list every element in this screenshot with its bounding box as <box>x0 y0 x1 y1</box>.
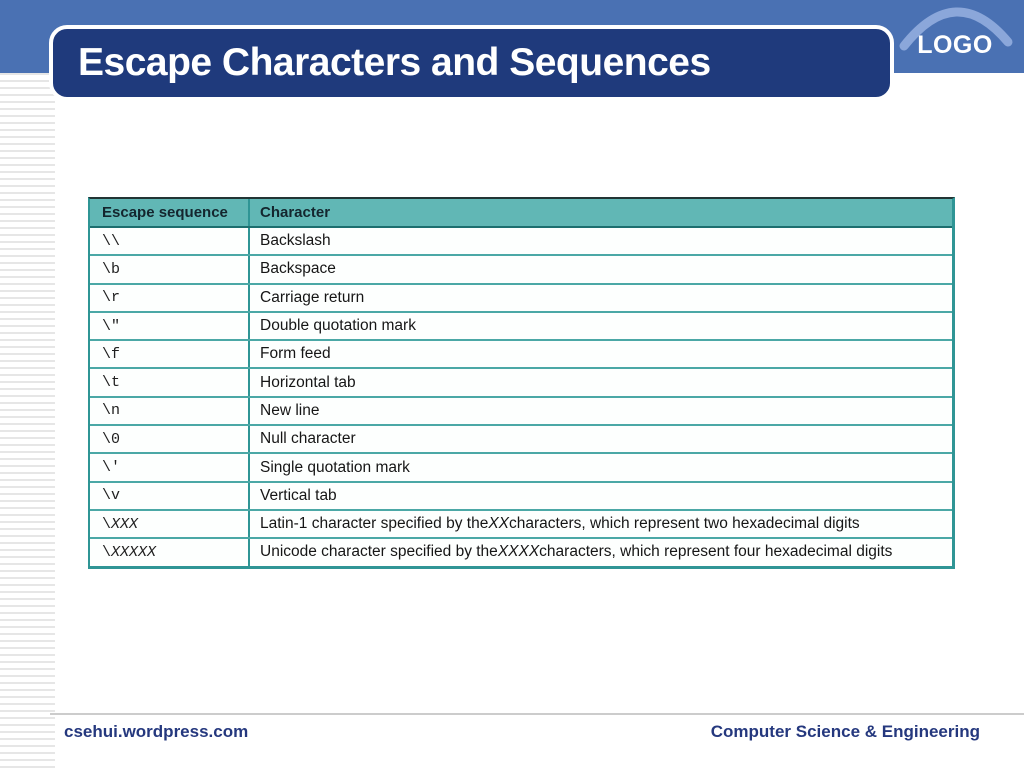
table-row: \r Carriage return <box>90 284 952 313</box>
table-row: \ XXXXX Unicode character specified by the… <box>90 539 952 566</box>
character-cell: Backslash <box>260 232 331 250</box>
slide-title: Escape Characters and Sequences <box>78 41 711 84</box>
footer-divider <box>50 713 1024 715</box>
character-cell: Double quotation mark <box>260 317 416 335</box>
character-cell: Carriage return <box>260 288 365 306</box>
escape-sequence-cell: \' <box>90 454 250 481</box>
escape-sequence-cell: \f <box>90 341 250 368</box>
escape-sequence-cell: \ XXXXX <box>90 539 250 566</box>
character-cell: Form feed <box>260 345 331 363</box>
table-row: \n New line <box>90 397 952 427</box>
table-header-row: Escape sequence Character <box>90 199 952 228</box>
footer-department: Computer Science & Engineering <box>710 722 980 741</box>
escape-sequence-cell: \v <box>90 482 250 509</box>
logo-text: LOGO <box>917 31 993 59</box>
table-row: \t Horizontal tab <box>90 369 952 398</box>
character-cell: New line <box>260 401 320 419</box>
table-row: \v Vertical tab <box>90 482 952 511</box>
left-stripe-decoration <box>0 73 55 768</box>
escape-sequence-cell: \0 <box>90 426 250 453</box>
footer-url: csehui.wordpress.com <box>64 722 249 741</box>
character-cell: Null character <box>260 430 356 448</box>
character-cell: Backspace <box>260 260 336 278</box>
table-body: \\ Backslash \b Backspace \r Carriage return \… <box>90 228 952 566</box>
logo-arc-icon <box>899 7 1013 51</box>
escape-sequence-cell: \n <box>90 397 250 425</box>
table-row: \\ Backslash <box>90 228 952 257</box>
escape-sequence-cell: \ XXX <box>90 510 250 538</box>
escape-sequence-cell: \\ <box>90 228 250 255</box>
table-row: \f Form feed <box>90 341 952 370</box>
character-cell: Unicode character specified by the XXXX … <box>260 543 893 561</box>
escape-sequence-table: Escape sequence Character \\ Backslash \b B… <box>88 197 955 569</box>
table-row: \b Backspace <box>90 256 952 285</box>
table-row: \' Single quotation mark <box>90 454 952 483</box>
table-row: \0 Null character <box>90 426 952 455</box>
character-cell: Vertical tab <box>260 486 337 504</box>
escape-sequence-cell: \t <box>90 369 250 396</box>
logo: LOGO <box>894 4 1016 70</box>
table-row: \" Double quotation mark <box>90 312 952 342</box>
escape-sequence-cell: \r <box>90 284 250 311</box>
escape-sequence-cell: \b <box>90 256 250 283</box>
title-box: Escape Characters and Sequences <box>49 25 894 101</box>
character-cell: Horizontal tab <box>260 373 356 391</box>
table-row: \ XXX Latin-1 character specified by the X… <box>90 510 952 540</box>
character-cell: Single quotation mark <box>260 458 410 476</box>
escape-sequence-cell: \" <box>90 312 250 340</box>
column-header-escape-sequence: Escape sequence <box>90 199 250 226</box>
character-cell: Latin-1 character specified by the XX ch… <box>260 515 860 533</box>
column-header-character: Character <box>260 204 331 221</box>
